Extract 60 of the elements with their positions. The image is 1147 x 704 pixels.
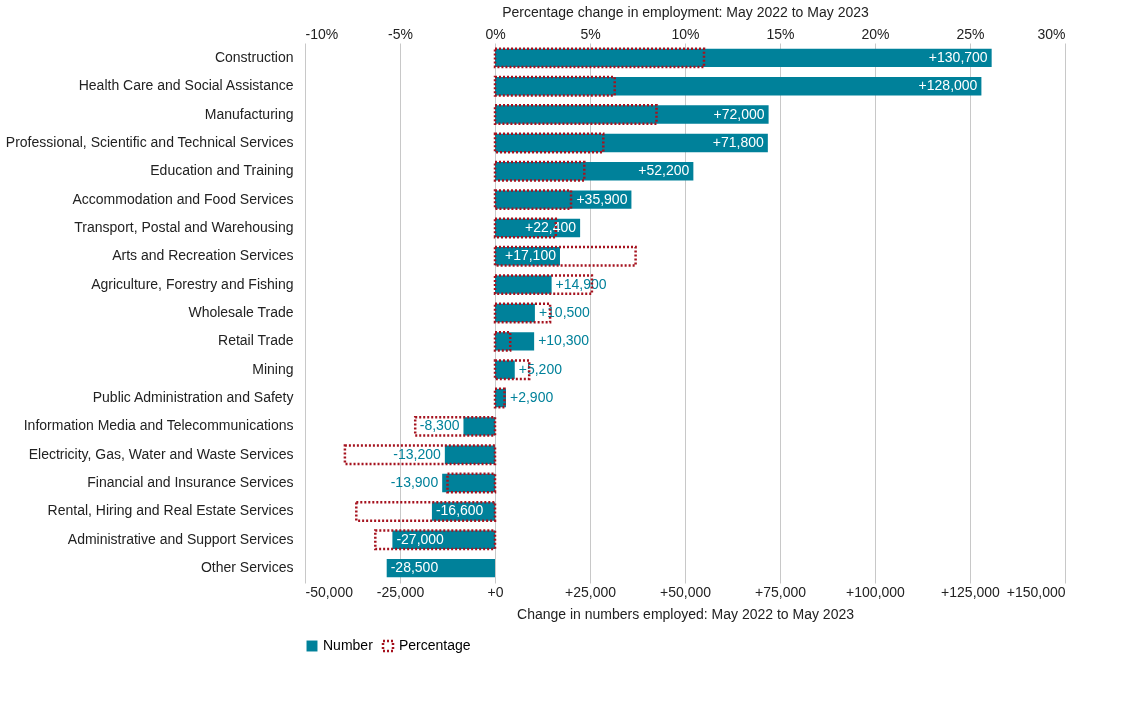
x2-tick-label: 15%	[766, 25, 795, 42]
data-label: +71,800	[712, 133, 765, 150]
x2-tick-label: 5%	[580, 25, 601, 42]
x-axis-title: Change in numbers employed: May 2022 to May 2023	[517, 605, 855, 622]
data-label: +35,900	[576, 190, 628, 207]
y-tick-label: Mining	[252, 360, 294, 377]
y-tick-label: Wholesale Trade	[188, 304, 294, 320]
x2-tick-label: 30%	[1037, 25, 1066, 42]
data-label: +72,000	[713, 105, 765, 122]
data-label: +52,200	[638, 162, 690, 179]
data-label: +22,400	[525, 218, 577, 235]
y-tick-label: Administrative and Support Services	[67, 530, 294, 547]
x2-tick-label: -5%	[388, 25, 413, 42]
data-label: -13,200	[393, 445, 442, 462]
y-tick-label: Financial and Insurance Services	[87, 474, 294, 491]
data-label: +14,900	[555, 275, 607, 292]
y-tick-label: Other Services	[200, 559, 294, 576]
data-label: -13,900	[390, 474, 439, 491]
x-tick-label: +25,000	[565, 583, 617, 600]
x2-tick-label: -10%	[305, 25, 339, 42]
data-label: +17,100	[504, 247, 557, 264]
y-tick-label: Public Administration and Safety	[92, 389, 294, 406]
x-tick-label: +75,000	[755, 583, 807, 600]
x-tick-label: +150,000	[1006, 583, 1066, 600]
x-tick-label: +100,000	[846, 583, 906, 600]
y-tick-label: Accommodation and Food Services	[72, 190, 294, 207]
data-label: -27,000	[396, 530, 445, 547]
data-label: +5,200	[518, 360, 563, 377]
y-tick-label: Information Media and Telecommunications	[23, 417, 294, 434]
y-tick-label: Arts and Recreation Services	[112, 247, 294, 264]
data-label: +10,300	[538, 332, 590, 349]
x-tick-label: +50,000	[660, 583, 712, 600]
x2-tick-label: 25%	[956, 25, 985, 42]
legend-label: Number	[323, 637, 374, 653]
y-tick-label: Transport, Postal and Warehousing	[74, 218, 294, 235]
y-tick-label: Health Care and Social Assistance	[78, 77, 294, 94]
y-tick-label: Professional, Scientific and Technical Services	[5, 133, 294, 150]
x-tick-label: -50,000	[305, 583, 354, 600]
y-tick-label: Retail Trade	[218, 332, 294, 349]
y-tick-label: Rental, Hiring and Real Estate Services	[47, 502, 294, 519]
legend-label: Percentage	[399, 637, 471, 653]
data-label: -28,500	[390, 559, 439, 576]
x-tick-label: +125,000	[941, 583, 1001, 600]
y-tick-label: Agriculture, Forestry and Fishing	[91, 275, 294, 292]
x-tick-label: -25,000	[376, 583, 425, 600]
x2-tick-label: 0%	[485, 25, 506, 42]
x2-tick-label: 20%	[861, 25, 890, 42]
data-label: -8,300	[419, 417, 460, 434]
data-label: +130,700	[928, 48, 988, 65]
data-label: +2,900	[510, 389, 554, 406]
y-tick-label: Manufacturing	[204, 105, 294, 122]
data-label: +10,500	[538, 304, 591, 320]
y-tick-label: Electricity, Gas, Water and Waste Services	[28, 445, 294, 462]
data-label: -16,600	[435, 502, 484, 519]
x2-tick-label: 10%	[671, 25, 700, 42]
x2-axis-title: Percentage change in employment: May 2022 to May 2023	[502, 3, 869, 20]
y-tick-label: Construction	[214, 48, 294, 65]
x-tick-label: +0	[487, 583, 504, 600]
y-tick-label: Education and Training	[150, 162, 294, 179]
data-label: +128,000	[918, 77, 978, 94]
